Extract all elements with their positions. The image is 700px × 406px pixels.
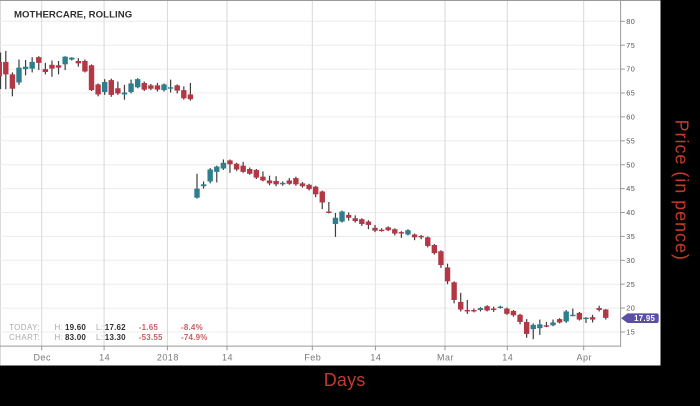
svg-text:65: 65 <box>626 89 635 98</box>
svg-text:L:: L: <box>96 333 103 342</box>
svg-text:30: 30 <box>626 256 635 265</box>
svg-text:Mar: Mar <box>437 353 454 363</box>
svg-text:13.30: 13.30 <box>105 333 126 342</box>
svg-text:20: 20 <box>626 304 635 313</box>
svg-text:Days: Days <box>324 370 366 390</box>
svg-text:CHART:: CHART: <box>9 333 40 342</box>
svg-text:H:: H: <box>55 323 64 332</box>
svg-text:Price (in pence): Price (in pence) <box>671 120 691 261</box>
svg-text:TODAY:: TODAY: <box>9 323 40 332</box>
svg-text:14: 14 <box>370 353 381 363</box>
svg-text:14: 14 <box>502 353 513 363</box>
svg-text:-1.65: -1.65 <box>139 323 159 332</box>
svg-text:50: 50 <box>626 160 635 169</box>
svg-text:80: 80 <box>626 17 635 26</box>
svg-text:55: 55 <box>626 136 635 145</box>
svg-text:19.60: 19.60 <box>65 323 86 332</box>
svg-text:-53.55: -53.55 <box>139 333 163 342</box>
svg-text:L:: L: <box>96 323 103 332</box>
svg-text:75: 75 <box>626 41 635 50</box>
svg-text:Feb: Feb <box>304 353 321 363</box>
svg-text:45: 45 <box>626 184 635 193</box>
svg-text:-8.4%: -8.4% <box>181 323 203 332</box>
svg-text:14: 14 <box>99 353 110 363</box>
svg-text:2018: 2018 <box>157 353 179 363</box>
svg-text:15: 15 <box>626 328 635 337</box>
svg-text:83.00: 83.00 <box>65 333 86 342</box>
svg-text:-74.9%: -74.9% <box>181 333 208 342</box>
svg-text:Apr: Apr <box>576 353 592 363</box>
svg-text:35: 35 <box>626 232 635 241</box>
svg-text:MOTHERCARE, ROLLING: MOTHERCARE, ROLLING <box>14 10 132 21</box>
svg-text:60: 60 <box>626 113 635 122</box>
svg-text:17.62: 17.62 <box>105 323 126 332</box>
svg-text:40: 40 <box>626 208 635 217</box>
svg-text:25: 25 <box>626 280 635 289</box>
svg-text:14: 14 <box>222 353 233 363</box>
svg-text:H:: H: <box>55 333 64 342</box>
svg-text:17.95: 17.95 <box>634 314 655 323</box>
svg-text:Dec: Dec <box>33 353 51 363</box>
svg-text:70: 70 <box>626 65 635 74</box>
